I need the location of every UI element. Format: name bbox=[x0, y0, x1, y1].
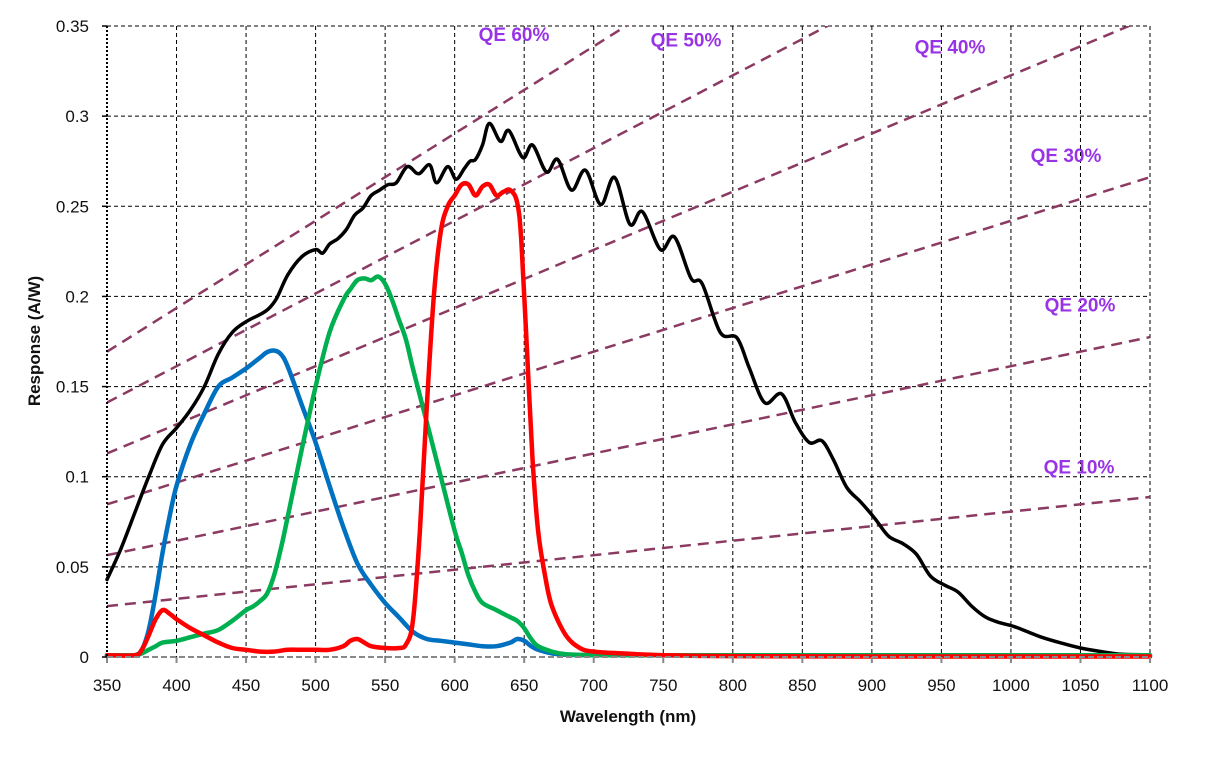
y-tick-label: 0.25 bbox=[56, 197, 89, 216]
qe-label: QE 50% bbox=[651, 30, 722, 51]
x-tick-label: 400 bbox=[162, 676, 190, 695]
qe-line bbox=[107, 495, 1150, 608]
y-tick-label: 0.2 bbox=[65, 287, 89, 306]
series-mono-line bbox=[105, 121, 1152, 657]
x-tick-label: 350 bbox=[93, 676, 121, 695]
x-tick-label: 800 bbox=[719, 676, 747, 695]
series-group bbox=[104, 121, 1153, 659]
qe-label: QE 60% bbox=[479, 25, 550, 46]
series-red-line bbox=[104, 181, 1153, 659]
grid bbox=[107, 25, 1151, 657]
qe-line bbox=[107, 26, 629, 353]
x-tick-label: 750 bbox=[649, 676, 677, 695]
x-tick-label: 950 bbox=[927, 676, 955, 695]
x-tick-label: 850 bbox=[788, 676, 816, 695]
qe-lines bbox=[107, 26, 1150, 608]
axes bbox=[106, 26, 1150, 658]
qe-label: QE 20% bbox=[1045, 295, 1116, 316]
y-tick-label: 0 bbox=[80, 648, 89, 667]
y-tick-label: 0.05 bbox=[56, 558, 89, 577]
x-tick-label: 600 bbox=[440, 676, 468, 695]
qe-line bbox=[107, 26, 830, 404]
series-green-line bbox=[104, 274, 1153, 658]
y-tick-label: 0.35 bbox=[56, 17, 89, 36]
y-tick-label: 0.3 bbox=[65, 107, 89, 126]
x-axis-title: Wavelength (nm) bbox=[560, 707, 696, 726]
x-tick-label: 1000 bbox=[992, 676, 1030, 695]
x-tick-label: 500 bbox=[301, 676, 329, 695]
qe-line bbox=[107, 175, 1150, 506]
y-tick-label: 0.15 bbox=[56, 378, 89, 397]
x-tick-label: 450 bbox=[232, 676, 260, 695]
x-tick-label: 550 bbox=[371, 676, 399, 695]
x-tick-label: 1100 bbox=[1132, 676, 1169, 695]
series-blue-line bbox=[104, 348, 1153, 658]
qe-label: QE 10% bbox=[1044, 458, 1115, 479]
x-tick-label: 1050 bbox=[1062, 676, 1100, 695]
x-tick-label: 650 bbox=[510, 676, 538, 695]
qe-labels: QE 10% QE 20% QE 30% QE 40% QE 50% QE 60% bbox=[479, 25, 1116, 479]
y-tick-label: 0.1 bbox=[65, 468, 89, 487]
x-tick-label: 900 bbox=[858, 676, 886, 695]
y-tick-labels: 0 0.05 0.1 0.15 0.2 0.25 0.3 0.35 bbox=[56, 17, 107, 667]
qe-label: QE 30% bbox=[1031, 146, 1102, 167]
x-tick-label: 700 bbox=[580, 676, 608, 695]
qe-label: QE 40% bbox=[915, 38, 986, 59]
qe-line bbox=[107, 335, 1150, 557]
x-tick-labels: 350 400 450 500 550 600 650 700 750 800 850 900 950 1… bbox=[93, 657, 1168, 695]
y-axis-title: Response (A/W) bbox=[25, 276, 44, 406]
qe-line bbox=[107, 26, 1133, 455]
